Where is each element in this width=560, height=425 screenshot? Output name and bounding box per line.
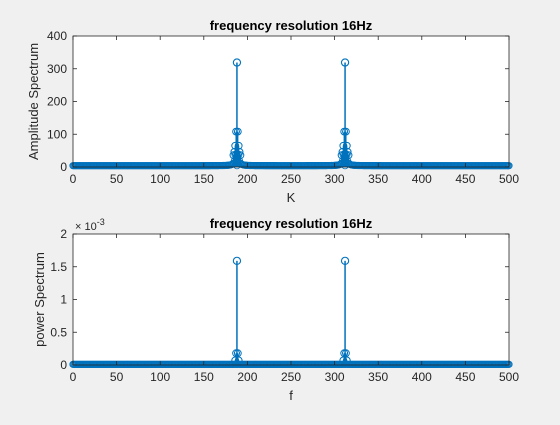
peak-stem-marker xyxy=(232,256,242,266)
side-stem-marker xyxy=(343,148,352,156)
x-tick-label: 300 xyxy=(325,370,345,384)
peak-stem-marker xyxy=(232,58,242,67)
plot-area-1 xyxy=(73,234,509,365)
y-tick-label: 2 xyxy=(60,227,67,241)
side-stem-marker xyxy=(234,356,243,365)
plot-area-0 xyxy=(73,36,509,167)
side-stem-marker xyxy=(233,127,242,136)
y-tick-label: 0.5 xyxy=(50,325,67,339)
x-tick-label: 350 xyxy=(368,172,388,186)
y-exponent-power: -3 xyxy=(97,217,105,227)
chart-title: frequency resolution 16Hz xyxy=(210,216,373,231)
baseline-stems-1 xyxy=(69,360,513,368)
side-stem-marker xyxy=(338,148,347,156)
x-tick-label: 300 xyxy=(325,172,345,186)
x-tick-label: 200 xyxy=(237,172,257,186)
x-tick-label: 500 xyxy=(499,172,519,186)
y-exponent-base: × 10 xyxy=(75,221,97,233)
x-tick-label: 400 xyxy=(412,370,432,384)
y-exponent-label: × 10-3 xyxy=(75,217,105,233)
x-tick-label: 150 xyxy=(194,172,214,186)
y-tick-label: 1.5 xyxy=(50,260,67,274)
side-stem-marker xyxy=(342,356,351,365)
side-stem-marker xyxy=(342,127,350,136)
side-stem-marker xyxy=(233,349,242,358)
x-tick-label: 0 xyxy=(70,172,77,186)
y-axis-label: power Spectrum xyxy=(32,252,47,347)
x-tick-label: 400 xyxy=(412,172,432,186)
y-tick-label: 100 xyxy=(47,127,67,141)
y-axis-label: Amplitude Spectrum xyxy=(26,43,41,160)
x-tick-label: 50 xyxy=(110,172,124,186)
y-tick-label: 0 xyxy=(60,358,67,372)
x-tick-label: 50 xyxy=(110,370,124,384)
chart-title: frequency resolution 16Hz xyxy=(210,18,373,33)
x-tick-label: 500 xyxy=(499,370,519,384)
side-stem-marker xyxy=(230,148,239,156)
peak-stem-marker xyxy=(340,256,350,266)
x-tick-label: 200 xyxy=(237,370,257,384)
y-tick-label: 300 xyxy=(47,62,67,76)
x-tick-label: 450 xyxy=(455,370,475,384)
x-tick-label: 350 xyxy=(368,370,388,384)
y-tick-label: 200 xyxy=(47,95,67,109)
y-tick-label: 400 xyxy=(47,29,67,43)
x-tick-label: 250 xyxy=(281,172,301,186)
side-stem-marker xyxy=(235,148,244,156)
x-tick-label: 250 xyxy=(281,370,301,384)
x-tick-label: 450 xyxy=(455,172,475,186)
y-tick-label: 0 xyxy=(60,160,67,174)
x-axis-label: f xyxy=(289,388,293,403)
peak-stem-marker xyxy=(340,58,350,67)
x-tick-label: 150 xyxy=(194,370,214,384)
x-tick-label: 100 xyxy=(150,370,170,384)
side-stem-marker xyxy=(342,349,350,358)
x-tick-label: 0 xyxy=(70,370,77,384)
y-tick-label: 1 xyxy=(60,293,67,307)
x-axis-label: K xyxy=(287,190,296,205)
x-tick-label: 100 xyxy=(150,172,170,186)
